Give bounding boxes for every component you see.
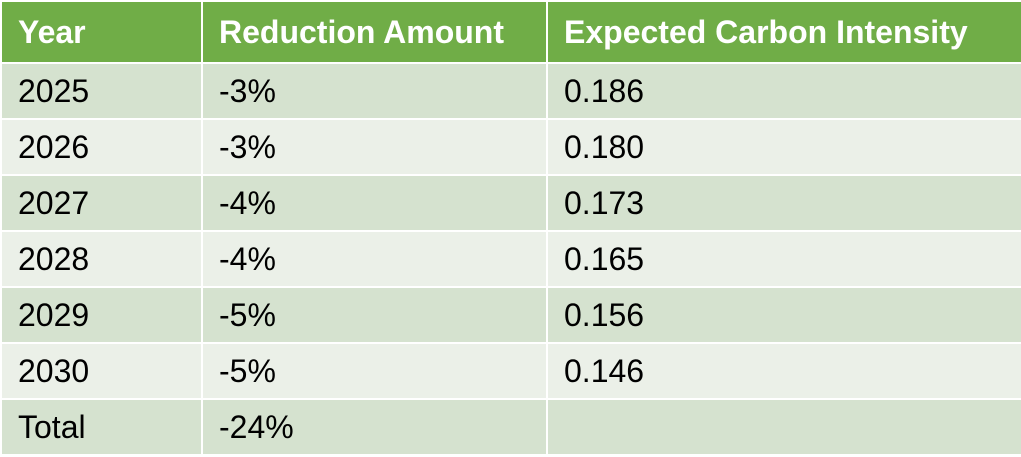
year-cell: 2026 <box>0 118 203 176</box>
header-reduction-amount: Reduction Amount <box>201 0 548 64</box>
year-cell: 2029 <box>0 286 203 344</box>
intensity-cell: 0.146 <box>546 342 1021 400</box>
table-row: 2029 -5% 0.156 <box>0 286 1021 344</box>
header-year: Year <box>0 0 203 64</box>
intensity-cell: 0.180 <box>546 118 1021 176</box>
table-row: 2026 -3% 0.180 <box>0 118 1021 176</box>
intensity-cell: 0.173 <box>546 174 1021 232</box>
total-reduction-cell: -24% <box>201 398 548 456</box>
total-label-cell: Total <box>0 398 203 456</box>
reduction-cell: -5% <box>201 286 548 344</box>
table-row: 2025 -3% 0.186 <box>0 62 1021 120</box>
reduction-cell: -3% <box>201 118 548 176</box>
reduction-cell: -4% <box>201 174 548 232</box>
reduction-cell: -3% <box>201 62 548 120</box>
year-cell: 2028 <box>0 230 203 288</box>
total-row: Total -24% <box>0 398 1021 456</box>
table-header: Year Reduction Amount Expected Carbon In… <box>0 0 1021 64</box>
intensity-cell: 0.186 <box>546 62 1021 120</box>
total-intensity-cell <box>546 398 1021 456</box>
table-body: 2025 -3% 0.186 2026 -3% 0.180 2027 -4% 0… <box>0 62 1021 456</box>
table-row: 2027 -4% 0.173 <box>0 174 1021 232</box>
table-row: 2030 -5% 0.146 <box>0 342 1021 400</box>
reduction-cell: -5% <box>201 342 548 400</box>
table-row: 2028 -4% 0.165 <box>0 230 1021 288</box>
header-row: Year Reduction Amount Expected Carbon In… <box>0 0 1021 64</box>
year-cell: 2030 <box>0 342 203 400</box>
year-cell: 2025 <box>0 62 203 120</box>
intensity-cell: 0.165 <box>546 230 1021 288</box>
header-expected-carbon-intensity: Expected Carbon Intensity <box>546 0 1021 64</box>
reduction-cell: -4% <box>201 230 548 288</box>
intensity-cell: 0.156 <box>546 286 1021 344</box>
year-cell: 2027 <box>0 174 203 232</box>
